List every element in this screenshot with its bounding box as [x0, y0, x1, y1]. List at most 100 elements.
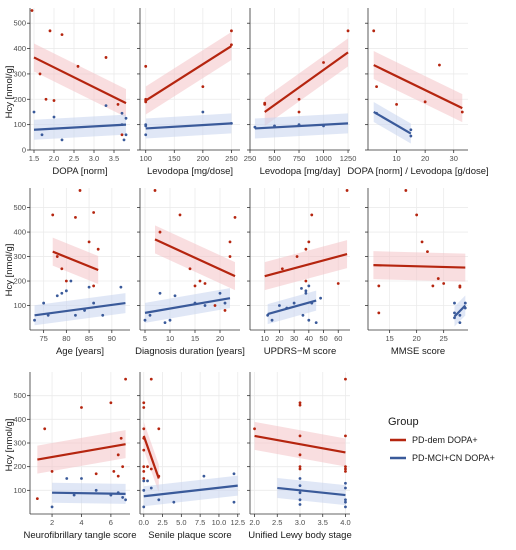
- y-tick-label: 400: [13, 228, 26, 237]
- y-axis-label-row2: Hcy [nmol/g]: [4, 244, 15, 297]
- data-point-dem: [336, 282, 340, 285]
- x-tick-label: 10: [261, 334, 269, 343]
- panel-2: 100 150 200 250 Levodopa [mg/dose]: [137, 8, 240, 177]
- data-point-dem: [460, 110, 464, 114]
- x-axis-label: Unified Lewy body stage: [248, 530, 352, 541]
- data-layer: [33, 189, 126, 326]
- panel-8: 15 20 25 MMSE score: [365, 188, 468, 357]
- panel-11: 2.0 2.5 3.0 3.5 4.0 Unified Lewy body stage: [247, 372, 352, 541]
- data-point-mci: [301, 313, 305, 317]
- data-point-dem: [438, 63, 441, 67]
- y-tick-label: 400: [13, 415, 26, 424]
- data-point-mci: [94, 488, 98, 492]
- data-point-mci: [65, 477, 69, 480]
- x-tick-label: 6: [109, 518, 113, 527]
- data-point-mci: [232, 500, 236, 504]
- data-point-dem: [345, 189, 349, 192]
- data-point-mci: [87, 285, 91, 289]
- data-point-dem: [188, 267, 192, 271]
- x-axis-label: Senile plaque score: [148, 530, 231, 541]
- data-point-mci: [144, 124, 148, 128]
- data-point-mci: [74, 313, 77, 317]
- data-point-dem: [104, 56, 108, 59]
- data-point-mci: [158, 291, 162, 295]
- data-point-dem: [198, 279, 202, 283]
- fit-line-mci: [143, 484, 238, 498]
- x-tick-label: 25: [440, 334, 448, 343]
- x-tick-label: 20: [421, 154, 429, 163]
- data-point-dem: [404, 189, 408, 192]
- legend-title: Group: [388, 416, 419, 428]
- data-layer: [142, 377, 238, 509]
- data-point-dem: [30, 9, 34, 12]
- data-point-mci: [218, 291, 222, 295]
- x-tick-label: 2: [50, 518, 54, 527]
- data-point-dem: [344, 377, 347, 381]
- x-tick-label: 750: [293, 154, 306, 163]
- data-point-dem: [344, 465, 347, 469]
- y-tick-label: 500: [13, 19, 26, 28]
- data-point-dem: [304, 279, 308, 283]
- data-point-dem: [346, 29, 350, 33]
- x-axis-label: Levodopa [mg/dose]: [147, 166, 233, 177]
- data-point-dem: [420, 240, 424, 244]
- data-layer: [372, 29, 464, 144]
- data-point-mci: [122, 138, 126, 142]
- data-point-dem: [121, 465, 125, 469]
- x-tick-label: 2.0: [49, 154, 59, 163]
- data-point-dem: [297, 97, 301, 101]
- fit-line-mci: [267, 299, 317, 316]
- data-point-mci: [55, 294, 59, 298]
- data-point-mci: [50, 505, 54, 509]
- data-point-mci: [146, 479, 149, 483]
- data-point-dem: [322, 61, 325, 64]
- data-point-mci: [270, 318, 274, 322]
- data-point-mci: [40, 133, 44, 137]
- y-tick-label: 300: [13, 439, 26, 448]
- y-tick-label: 300: [13, 252, 26, 261]
- data-point-mci: [92, 301, 96, 305]
- data-point-dem: [96, 247, 100, 251]
- x-tick-label: 2.0: [249, 518, 259, 527]
- fit-line-dem: [52, 250, 99, 272]
- data-point-dem: [120, 133, 124, 137]
- data-point-mci: [124, 133, 128, 137]
- data-point-mci: [344, 500, 347, 504]
- x-tick-label: 20: [412, 334, 420, 343]
- data-point-mci: [69, 279, 73, 283]
- x-tick-label: 2.5: [272, 518, 282, 527]
- data-point-mci: [163, 321, 167, 325]
- fit-line-mci: [144, 297, 231, 314]
- data-point-dem: [230, 29, 233, 33]
- x-tick-label: 75: [39, 334, 47, 343]
- data-point-dem: [146, 465, 149, 469]
- data-point-mci: [453, 311, 456, 315]
- x-tick-label: 200: [197, 154, 210, 163]
- data-point-mci: [298, 491, 302, 495]
- fit-line-dem: [33, 56, 127, 105]
- data-point-dem: [116, 102, 120, 106]
- y-tick-label: 300: [13, 69, 26, 78]
- data-point-dem: [142, 406, 146, 409]
- y-tick-label: 500: [13, 203, 26, 212]
- data-point-dem: [178, 213, 182, 217]
- data-point-mci: [72, 493, 76, 497]
- data-point-dem: [395, 102, 398, 106]
- data-point-mci: [142, 488, 146, 492]
- x-tick-label: 50: [319, 334, 327, 343]
- data-point-dem: [298, 401, 302, 405]
- data-layer: [264, 189, 349, 325]
- data-point-mci: [298, 503, 302, 506]
- data-point-mci: [148, 313, 152, 317]
- data-point-dem: [94, 472, 98, 476]
- data-point-dem: [228, 240, 232, 244]
- data-point-mci: [298, 484, 302, 487]
- data-layer: [144, 29, 233, 139]
- panel-7: 10 20 30 40 50 60 UPDRS−M score: [247, 188, 350, 357]
- x-tick-label: 10.0: [212, 518, 227, 527]
- data-point-mci: [173, 294, 177, 298]
- y-axis-label-row1: Hcy [nmol/g]: [4, 66, 15, 119]
- fit-line-mci: [34, 301, 126, 317]
- data-point-mci: [33, 318, 36, 322]
